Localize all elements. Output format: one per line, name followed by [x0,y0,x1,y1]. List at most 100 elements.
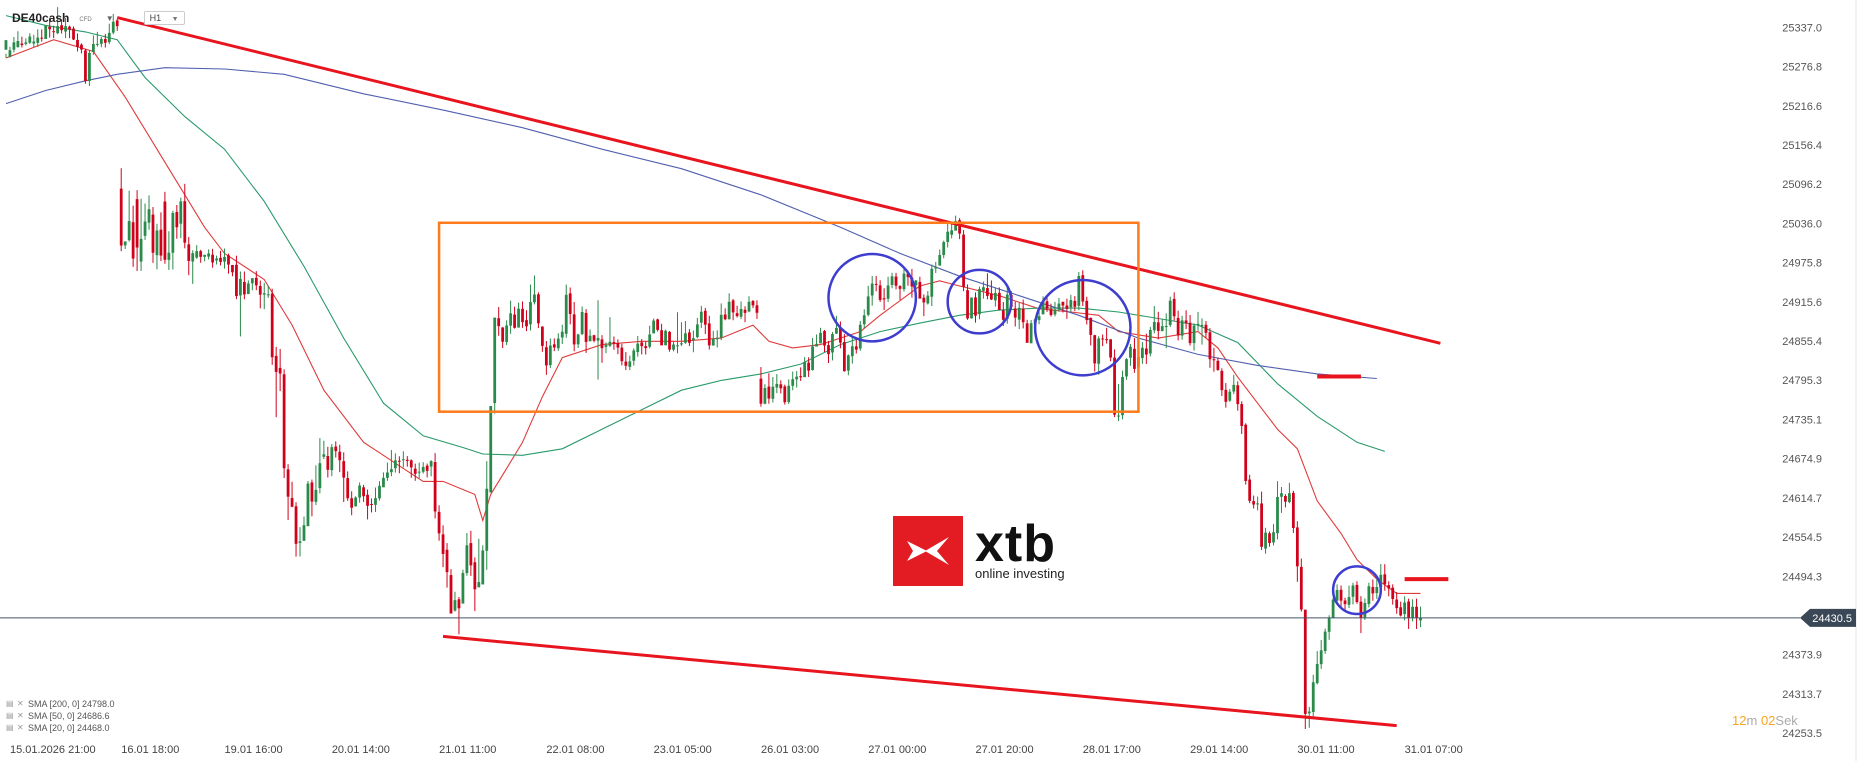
candle[interactable] [171,210,175,270]
candle[interactable] [1343,597,1347,610]
candle[interactable] [1347,585,1351,609]
candle[interactable] [866,285,870,317]
candle[interactable] [469,530,473,576]
candle[interactable] [88,49,91,87]
candle[interactable] [898,285,902,300]
candle[interactable] [1057,297,1061,312]
candle[interactable] [815,334,818,347]
candle[interactable] [1140,341,1144,364]
candle[interactable] [668,330,671,352]
candle[interactable] [699,305,703,328]
candle[interactable] [1240,401,1244,434]
candle[interactable] [827,340,830,364]
candle[interactable] [501,327,505,349]
candle[interactable] [338,444,342,473]
candle[interactable] [223,248,226,269]
candle[interactable] [334,441,338,458]
candle[interactable] [326,446,330,478]
candle[interactable] [485,461,489,570]
candle[interactable] [572,301,576,352]
candle[interactable] [672,340,675,352]
candle[interactable] [155,223,159,270]
candle[interactable] [505,320,509,346]
candle[interactable] [330,444,334,477]
candle[interactable] [600,335,604,363]
candle[interactable] [1017,302,1021,330]
range-box[interactable] [437,221,1140,413]
candle[interactable] [1172,292,1176,321]
candle[interactable] [187,237,191,276]
candle[interactable] [1327,615,1331,640]
support-line[interactable] [442,634,1397,728]
candle[interactable] [842,334,846,372]
candle[interactable] [32,34,36,48]
candle[interactable] [978,286,981,320]
candle[interactable] [44,25,48,40]
candle[interactable] [421,462,425,474]
candle[interactable] [751,300,755,309]
candle[interactable] [1276,481,1279,540]
candle[interactable] [926,291,930,305]
candle[interactable] [620,343,624,366]
candle[interactable] [266,285,270,298]
candle[interactable] [854,338,858,354]
candle[interactable] [1101,334,1105,347]
candle[interactable] [755,300,759,319]
candle[interactable] [258,280,262,309]
candle[interactable] [262,282,266,310]
candle[interactable] [858,321,862,351]
candle[interactable] [183,183,187,249]
candle[interactable] [930,264,934,307]
candle[interactable] [195,245,199,259]
candle[interactable] [119,168,123,252]
candle[interactable] [235,255,238,300]
candle[interactable] [656,318,660,332]
indicator-remove-icon[interactable]: ✕ [17,699,24,708]
candle[interactable] [974,292,977,323]
candle[interactable] [1216,357,1220,371]
candle[interactable] [1303,609,1307,729]
candle[interactable] [719,303,723,341]
candle[interactable] [1284,494,1287,508]
candle[interactable] [254,271,258,291]
candle[interactable] [191,250,195,284]
candle[interactable] [115,18,119,31]
candle[interactable] [616,339,620,355]
candle[interactable] [509,300,512,334]
candle[interactable] [787,379,791,405]
candle[interactable] [56,7,60,35]
candle[interactable] [993,287,997,307]
candle[interactable] [1403,596,1407,621]
candle[interactable] [747,296,751,313]
candle[interactable] [958,218,961,240]
candle[interactable] [759,367,763,407]
candle[interactable] [688,329,691,347]
candle[interactable] [215,255,218,265]
candle[interactable] [111,14,115,35]
candle[interactable] [1363,598,1367,620]
candle[interactable] [386,462,389,481]
candle[interactable] [393,453,397,473]
candle[interactable] [767,373,771,404]
candle[interactable] [811,338,814,371]
candle[interactable] [636,335,640,357]
indicator-remove-icon[interactable]: ✕ [17,723,24,732]
candle[interactable] [982,281,985,299]
candle[interactable] [1232,374,1236,395]
candle[interactable] [28,33,32,44]
candle[interactable] [489,406,493,493]
candle[interactable] [143,203,147,240]
candle[interactable] [163,191,167,264]
candle[interactable] [250,278,254,291]
candle[interactable] [211,248,214,268]
candle[interactable] [24,38,28,46]
candle[interactable] [1407,598,1411,629]
candle[interactable] [783,384,787,405]
candle[interactable] [318,438,322,494]
candle[interactable] [684,321,687,344]
candle[interactable] [1415,598,1418,629]
candle[interactable] [1244,423,1248,485]
candle[interactable] [691,330,695,353]
candle[interactable] [473,557,477,612]
candle[interactable] [596,300,600,380]
